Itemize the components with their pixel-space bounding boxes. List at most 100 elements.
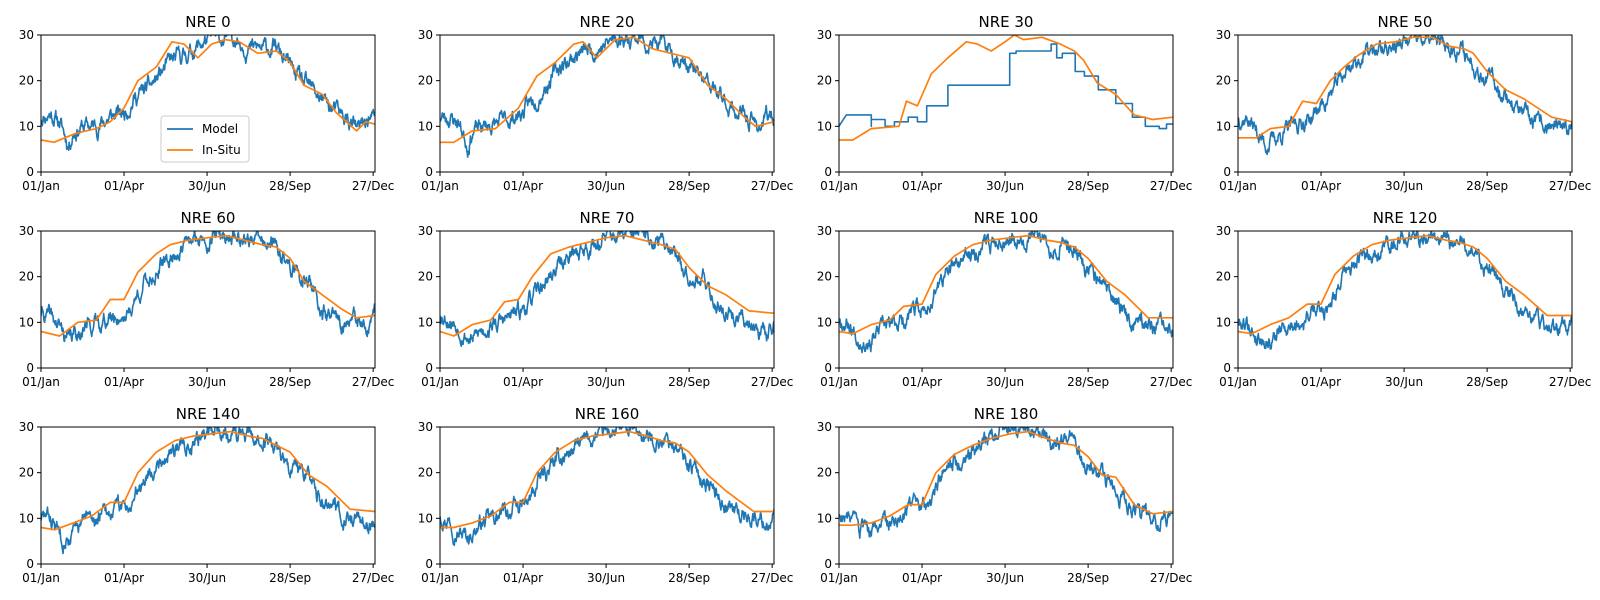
y-tick-label: 30 [817,28,832,42]
y-tick-label: 20 [817,74,832,88]
series-line-insitu [41,38,375,144]
y-tick-label: 0 [425,557,433,571]
y-tick-label: 10 [418,119,433,133]
y-tick-label: 30 [418,28,433,42]
series-line-insitu [440,430,774,529]
x-tick-label: 28/Sep [1067,375,1109,389]
axes-frame [1237,34,1573,173]
y-tick-label: 30 [1216,28,1231,42]
y-tick-label: 10 [19,511,34,525]
x-tick-label: 28/Sep [269,179,311,193]
y-tick-label: 0 [824,361,832,375]
x-tick-label: 30/Jun [587,375,625,389]
x-tick-label: 01/Apr [503,571,543,585]
series-line-model [41,35,375,151]
y-tick-label: 0 [425,165,433,179]
x-tick-label: 01/Jan [421,375,459,389]
subplot-1: 0 10 20 30 01/Jan 01/Apr 30/Jun 28/Sep 27/Dec NRE… [418,13,794,193]
x-tick-label: 01/Jan [421,571,459,585]
axes-frame [838,34,1174,173]
x-tick-label: 27/Dec [352,571,395,585]
axes-frame [40,34,376,173]
x-tick-label: 30/Jun [1385,179,1423,193]
y-tick-label: 30 [817,224,832,238]
y-tick-label: 10 [19,315,34,329]
x-tick-label: 27/Dec [751,179,794,193]
y-tick-label: 0 [26,165,34,179]
x-tick-label: 01/Jan [421,179,459,193]
x-tick-label: 27/Dec [352,375,395,389]
x-tick-label: 01/Apr [104,571,144,585]
x-tick-label: 27/Dec [1150,375,1193,389]
series-line-insitu [440,234,774,337]
x-tick-label: 01/Jan [1219,375,1257,389]
y-tick-label: 20 [418,74,433,88]
subplot-4: 0 10 20 30 01/Jan 01/Apr 30/Jun 28/Sep 27/Dec NRE… [19,209,395,389]
y-tick-label: 10 [817,119,832,133]
y-tick-label: 10 [1216,119,1231,133]
series-line-insitu [440,36,774,144]
series-line-model [41,427,375,555]
x-tick-label: 01/Apr [902,375,942,389]
subplot-10: 0 10 20 30 01/Jan 01/Apr 30/Jun 28/Sep 27/Dec NRE… [817,405,1193,585]
y-tick-label: 30 [19,420,34,434]
x-tick-label: 01/Apr [902,179,942,193]
x-tick-label: 30/Jun [1385,375,1423,389]
x-tick-label: 28/Sep [269,375,311,389]
x-tick-label: 27/Dec [751,375,794,389]
x-tick-label: 01/Jan [820,375,858,389]
x-tick-label: 28/Sep [668,571,710,585]
series-line-insitu [839,234,1173,335]
y-tick-label: 0 [824,557,832,571]
subplot-8: 0 10 20 30 01/Jan 01/Apr 30/Jun 28/Sep 27/Dec NRE… [19,405,395,585]
subplot-title: NRE 120 [1373,209,1438,227]
series-line-insitu [839,430,1173,527]
x-tick-label: 30/Jun [587,179,625,193]
y-tick-label: 20 [19,270,34,284]
x-tick-label: 30/Jun [188,179,226,193]
y-tick-label: 20 [19,466,34,480]
y-tick-label: 20 [19,74,34,88]
x-tick-label: 01/Jan [22,179,60,193]
subplot-title: NRE 160 [575,405,640,423]
x-tick-label: 28/Sep [1067,571,1109,585]
subplot-title: NRE 30 [979,13,1034,31]
subplot-title: NRE 50 [1378,13,1433,31]
series-line-insitu [1238,234,1572,335]
series-line-insitu [1238,36,1572,139]
subplot-3: 0 10 20 30 01/Jan 01/Apr 30/Jun 28/Sep 27/Dec NRE… [1216,13,1592,193]
subplot-title: NRE 70 [580,209,635,227]
y-tick-label: 20 [418,466,433,480]
series-line-model [839,43,1173,130]
y-tick-label: 0 [26,557,34,571]
y-tick-label: 0 [824,165,832,179]
x-tick-label: 01/Jan [820,179,858,193]
x-tick-label: 30/Jun [587,571,625,585]
subplot-5: 0 10 20 30 01/Jan 01/Apr 30/Jun 28/Sep 27/Dec NRE… [418,209,794,389]
x-tick-label: 28/Sep [1466,179,1508,193]
series-line-insitu [41,234,375,337]
y-tick-label: 30 [418,224,433,238]
axes-frame [439,34,775,173]
subplot-6: 0 10 20 30 01/Jan 01/Apr 30/Jun 28/Sep 27/Dec NRE… [817,209,1193,389]
x-tick-label: 28/Sep [1067,179,1109,193]
y-tick-label: 30 [19,28,34,42]
subplot-0: 0 10 20 30 01/Jan 01/Apr 30/Jun 28/Sep 27/Dec NRE… [19,13,395,193]
x-tick-label: 27/Dec [1150,571,1193,585]
series-line-model [839,231,1173,354]
x-tick-label: 01/Jan [22,375,60,389]
y-tick-label: 30 [418,420,433,434]
y-tick-label: 20 [418,270,433,284]
legend-label-model: Model [202,122,238,136]
x-tick-label: 27/Dec [751,571,794,585]
series-line-model [440,427,774,547]
x-tick-label: 27/Dec [1549,179,1592,193]
x-tick-label: 30/Jun [188,571,226,585]
x-tick-label: 27/Dec [352,179,395,193]
y-tick-label: 10 [19,119,34,133]
y-tick-label: 10 [418,315,433,329]
axes-frame [40,230,376,369]
x-tick-label: 01/Apr [104,179,144,193]
x-tick-label: 01/Apr [104,375,144,389]
legend-label-insitu: In-Situ [202,143,241,157]
